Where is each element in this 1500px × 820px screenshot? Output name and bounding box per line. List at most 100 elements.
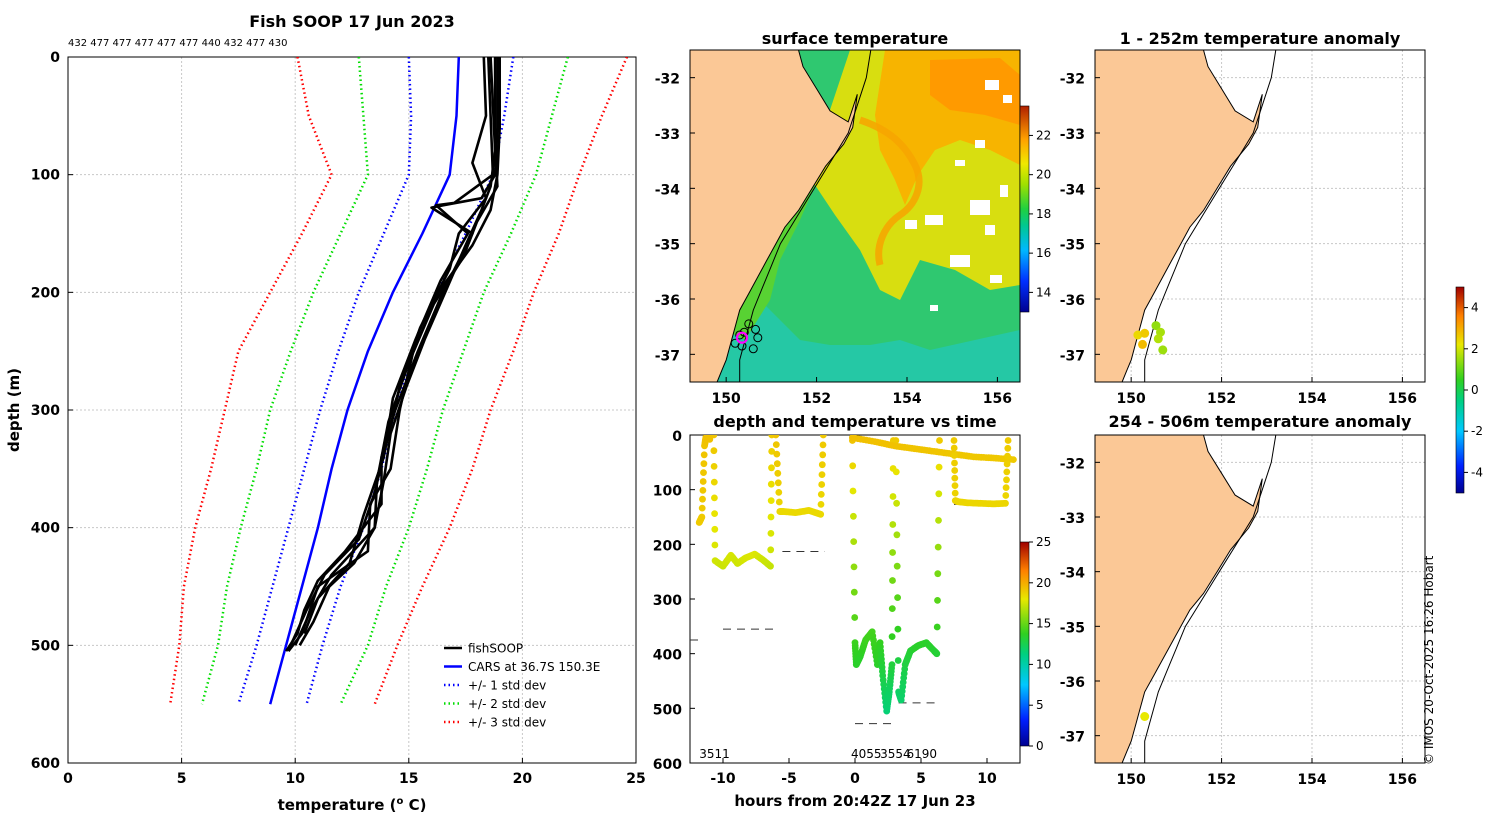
map-ytick-label: -37 xyxy=(655,348,680,364)
dt-ytick-label: 100 xyxy=(653,484,682,500)
track-sample xyxy=(951,459,958,467)
track-sample xyxy=(699,487,707,494)
track-sample xyxy=(767,497,775,504)
track-sample xyxy=(774,479,782,487)
dt-xtick-label: 5 xyxy=(916,771,926,787)
anomaly-point xyxy=(1140,328,1150,338)
track-sample xyxy=(889,577,896,584)
track-sample xyxy=(767,546,775,554)
sst-map-panel: surface temperature 15 xyxy=(655,29,1052,407)
station-marker xyxy=(751,324,761,334)
track-sample xyxy=(1003,468,1011,476)
track-sample xyxy=(700,451,708,459)
legend-label: +/- 2 std dev xyxy=(468,697,546,711)
track-sample xyxy=(888,605,896,612)
track-sample xyxy=(933,623,941,631)
map-xtick-label: 150 xyxy=(712,391,741,407)
anomaly-deep-ticks: 150 152 154 156 -32 -33 -34 -35 -36 -37 xyxy=(1060,456,1417,788)
track-sample xyxy=(699,478,707,485)
track-sample xyxy=(706,436,714,443)
track-sample xyxy=(1004,452,1011,460)
profile-xlabel-head: temperature ( xyxy=(278,796,397,814)
track-sample xyxy=(711,510,718,517)
dt-colorbar-label: 20 xyxy=(1036,576,1051,590)
profile-xtick-label: 0 xyxy=(63,771,73,787)
anomaly-point xyxy=(1158,345,1168,355)
track-sample xyxy=(698,513,706,521)
station-id-label: 3511 xyxy=(699,747,730,761)
map-xtick-label: 156 xyxy=(1388,391,1417,407)
anomaly-deep-land xyxy=(1095,435,1263,763)
profile-ytick-label: 500 xyxy=(31,638,60,654)
profile-ytick-label: 0 xyxy=(50,50,60,66)
track-sample xyxy=(951,489,959,497)
track-sample xyxy=(818,461,826,469)
track-sample xyxy=(850,512,857,520)
anomaly-shallow-title: 1 - 252m temperature anomaly xyxy=(1120,29,1401,48)
cars-mean-line xyxy=(268,57,461,705)
map-ytick-label: -35 xyxy=(1060,620,1085,636)
credit-text: © IMOS 20-Oct-2025 16:26 Hobart xyxy=(1422,555,1436,765)
station-marker xyxy=(748,344,758,354)
profile-ytick-label: 100 xyxy=(31,168,60,184)
track-sample xyxy=(699,495,706,503)
track-sample xyxy=(710,447,718,455)
sst-land xyxy=(690,50,858,382)
depth-time-bottom-depths xyxy=(690,503,1007,725)
sst-colorbar-label: 20 xyxy=(1036,168,1051,182)
profile-lines xyxy=(168,57,629,705)
track-sample xyxy=(951,482,959,489)
track-sample xyxy=(700,460,708,468)
dt-colorbar-label: 0 xyxy=(1036,739,1044,753)
track-sample xyxy=(892,437,900,444)
track-sample xyxy=(819,435,827,439)
depth-time-tracks xyxy=(695,435,1017,715)
track-sample xyxy=(817,501,825,508)
map-ytick-label: -36 xyxy=(1060,675,1085,691)
map-ytick-label: -34 xyxy=(655,182,681,198)
anomaly-shallow-ticks: 150 152 154 156 -32 -33 -34 -35 -36 -37 xyxy=(1060,72,1417,407)
track-sample xyxy=(767,513,775,521)
station-marker xyxy=(753,333,763,343)
track-sample xyxy=(951,474,959,482)
depth-time-title: depth and temperature vs time xyxy=(713,412,996,431)
track-sample xyxy=(774,469,782,477)
anomaly-colorbar-label: 2 xyxy=(1471,342,1479,356)
profile-ytick-label: 300 xyxy=(31,403,60,419)
profile-grid xyxy=(68,57,636,763)
profile-x-ticks: 0 5 10 15 20 25 xyxy=(63,758,646,787)
track-sample xyxy=(1003,476,1010,484)
track-sample xyxy=(700,469,707,476)
profile-y-ticks: 0 100 200 300 400 500 600 xyxy=(31,50,73,772)
map-ytick-label: -37 xyxy=(1060,730,1085,746)
dt-xtick-label: 0 xyxy=(850,771,860,787)
profile-xlabel-sup: o xyxy=(396,796,403,807)
track-sample xyxy=(1002,484,1010,491)
station-marker xyxy=(730,338,740,348)
anomaly-deep-frame xyxy=(1094,434,1426,764)
std-line-lower xyxy=(237,57,413,705)
profile-xlabel: temperature (o C) xyxy=(278,796,427,814)
legend-label: +/- 3 std dev xyxy=(468,716,546,730)
anomaly-colorbar-label: -2 xyxy=(1471,424,1483,438)
anomaly-point xyxy=(1140,712,1150,721)
anomaly-point xyxy=(1151,321,1161,331)
profile-ytick-label: 400 xyxy=(31,521,60,537)
map-ytick-label: -32 xyxy=(1060,456,1085,472)
dt-ytick-label: 200 xyxy=(653,538,682,554)
profile-xtick-label: 15 xyxy=(399,771,418,787)
track-sample xyxy=(893,531,901,539)
track-sample xyxy=(819,441,827,449)
anomaly-colorbar-ticks: -4 -2 0 2 4 xyxy=(1464,301,1483,479)
sst-stations xyxy=(730,319,763,354)
dt-xtick-label: -10 xyxy=(710,771,736,787)
anomaly-deep-title: 254 - 506m temperature anomaly xyxy=(1109,412,1412,431)
track-sample xyxy=(819,451,827,459)
legend-label: +/- 1 std dev xyxy=(468,679,546,693)
map-xtick-label: 156 xyxy=(983,391,1012,407)
track-sample xyxy=(892,468,900,476)
track-sample xyxy=(772,441,780,448)
anomaly-point xyxy=(1138,339,1147,349)
track-sample xyxy=(768,448,776,455)
